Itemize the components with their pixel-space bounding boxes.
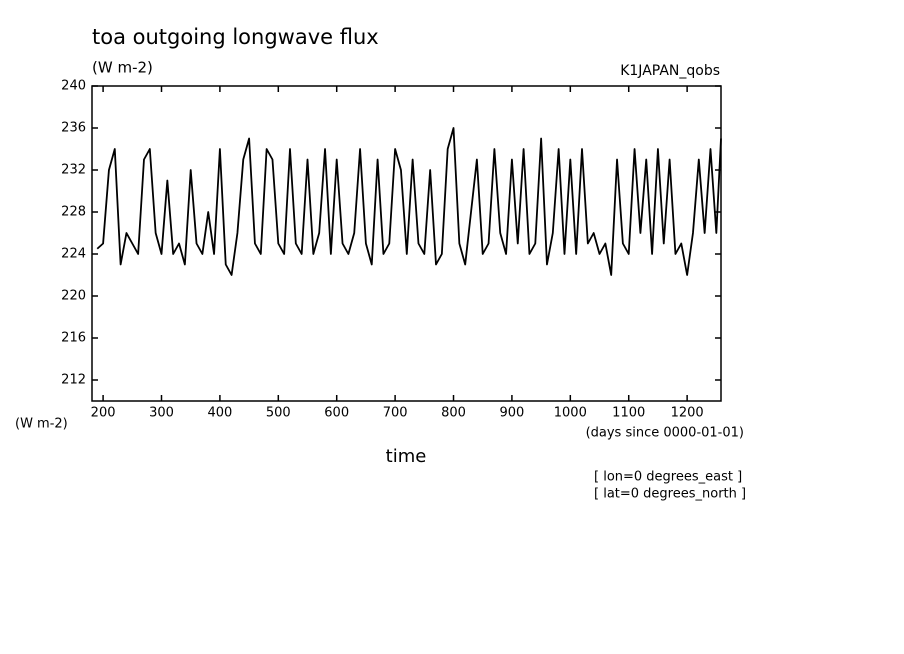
x-tick-label: 600 bbox=[324, 406, 349, 421]
y-tick-label: 236 bbox=[61, 121, 86, 136]
chart-title: toa outgoing longwave flux bbox=[92, 25, 379, 49]
x-tick-label: 400 bbox=[207, 406, 232, 421]
annotation: [ lat=0 degrees_north ] bbox=[594, 487, 746, 502]
x-tick-label: 700 bbox=[383, 406, 408, 421]
x-tick-label: 800 bbox=[441, 406, 466, 421]
x-axis-units: (days since 0000-01-01) bbox=[586, 426, 744, 441]
y-tick-label: 228 bbox=[61, 205, 86, 220]
chart-subtitle: (W m-2) bbox=[92, 59, 153, 77]
x-tick-label: 500 bbox=[266, 406, 291, 421]
x-tick-label: 200 bbox=[91, 406, 116, 421]
x-tick-label: 1200 bbox=[671, 406, 704, 421]
annotation: [ lon=0 degrees_east ] bbox=[594, 470, 742, 485]
source-label: K1JAPAN_qobs bbox=[620, 63, 720, 79]
data-line bbox=[96, 127, 722, 276]
y-tick-label: 212 bbox=[61, 373, 86, 388]
y-tick-label: 224 bbox=[61, 247, 86, 262]
x-tick-label: 1100 bbox=[612, 406, 645, 421]
x-tick-label: 1000 bbox=[554, 406, 587, 421]
y-axis-label: (W m-2) bbox=[15, 417, 68, 432]
x-tick-label: 900 bbox=[500, 406, 525, 421]
x-axis-label: time bbox=[386, 446, 427, 467]
plot-frame bbox=[91, 85, 722, 402]
y-tick-label: 240 bbox=[61, 79, 86, 94]
x-tick-label: 300 bbox=[149, 406, 174, 421]
y-tick-label: 232 bbox=[61, 163, 86, 178]
y-tick-label: 220 bbox=[61, 289, 86, 304]
y-tick-label: 216 bbox=[61, 331, 86, 346]
